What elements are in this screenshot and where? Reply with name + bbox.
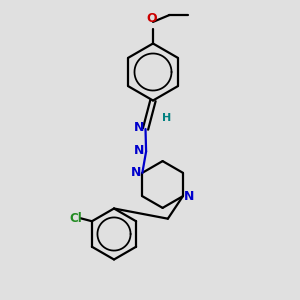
Text: O: O bbox=[146, 12, 157, 25]
Text: N: N bbox=[130, 166, 141, 179]
Text: N: N bbox=[134, 121, 144, 134]
Text: H: H bbox=[162, 113, 171, 123]
Text: N: N bbox=[184, 190, 195, 203]
Text: N: N bbox=[134, 143, 145, 157]
Text: Cl: Cl bbox=[69, 212, 82, 225]
